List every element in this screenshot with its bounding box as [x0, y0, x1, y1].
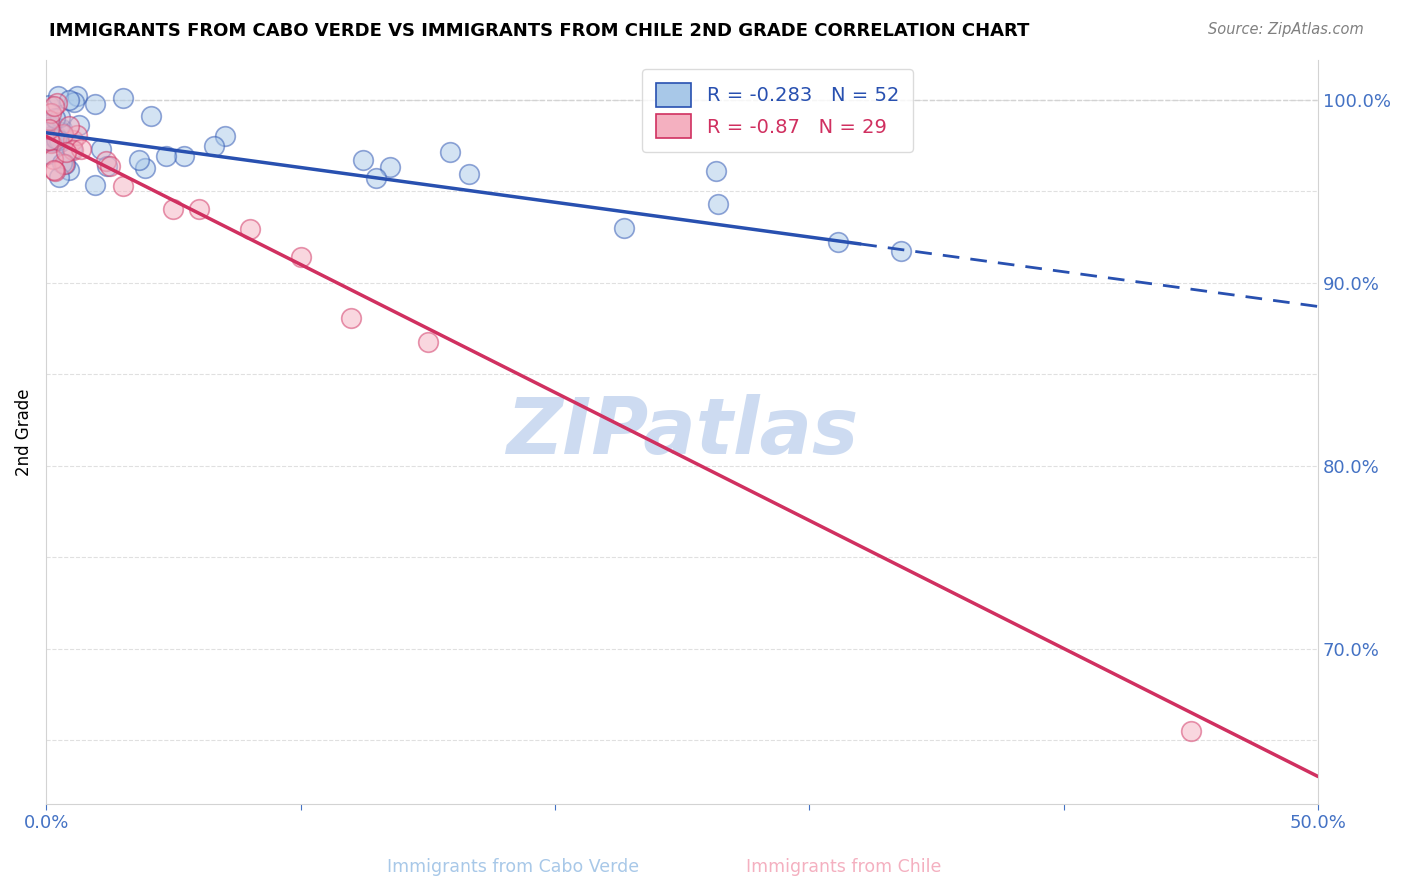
Point [84, 178, 107, 192]
Point [58, 93, 80, 107]
Point [39, 136, 62, 151]
Point [69, 143, 91, 157]
Legend: R = -0.283   N = 52, R = -0.87   N = 29: R = -0.283 N = 52, R = -0.87 N = 29 [643, 70, 912, 152]
Text: Source: ZipAtlas.com: Source: ZipAtlas.com [1208, 22, 1364, 37]
Point [62, 143, 84, 157]
Point [155, 149, 177, 163]
Point [42, 136, 65, 150]
Point [364, 171, 387, 186]
Text: ZIPatlas: ZIPatlas [506, 393, 858, 470]
Point [134, 161, 156, 176]
Point [41, 106, 63, 120]
Point [890, 244, 912, 259]
Point [290, 250, 312, 264]
Point [202, 139, 225, 153]
Point [45, 129, 67, 144]
Point [38, 97, 60, 112]
Text: Immigrants from Chile: Immigrants from Chile [747, 858, 941, 876]
Point [39, 119, 62, 133]
Point [38, 147, 60, 161]
Point [38, 120, 60, 134]
Point [128, 153, 150, 167]
Point [458, 168, 481, 182]
Point [44, 112, 66, 126]
Point [340, 310, 363, 325]
Point [1180, 723, 1202, 738]
Point [45, 131, 67, 145]
Point [58, 119, 80, 133]
Point [41, 129, 63, 144]
Point [162, 202, 184, 216]
Point [51, 125, 73, 139]
Point [38, 133, 60, 147]
Point [111, 91, 134, 105]
Point [214, 128, 236, 143]
Point [38, 117, 60, 131]
Point [48, 89, 70, 103]
Point [613, 220, 636, 235]
Point [96, 153, 118, 168]
Y-axis label: 2nd Grade: 2nd Grade [15, 388, 32, 475]
Point [42, 99, 65, 113]
Point [46, 95, 69, 110]
Point [187, 202, 209, 217]
Point [41, 134, 63, 148]
Point [98, 159, 121, 173]
Point [55, 145, 77, 159]
Point [38, 121, 60, 136]
Point [38, 133, 60, 147]
Point [416, 335, 439, 350]
Point [96, 159, 118, 173]
Point [44, 163, 66, 178]
Point [827, 235, 849, 250]
Point [39, 128, 62, 143]
Point [66, 89, 89, 103]
Point [378, 160, 401, 174]
Point [67, 119, 90, 133]
Point [173, 149, 195, 163]
Point [84, 96, 107, 111]
Point [63, 95, 86, 110]
Text: IMMIGRANTS FROM CABO VERDE VS IMMIGRANTS FROM CHILE 2ND GRADE CORRELATION CHART: IMMIGRANTS FROM CABO VERDE VS IMMIGRANTS… [49, 22, 1029, 40]
Point [111, 179, 134, 194]
Point [62, 133, 84, 147]
Point [42, 162, 65, 177]
Point [706, 197, 728, 211]
Point [704, 163, 727, 178]
Point [38, 113, 60, 128]
Point [41, 153, 63, 167]
Point [53, 156, 76, 170]
Point [66, 128, 89, 143]
Point [48, 169, 70, 184]
Point [139, 109, 162, 123]
Point [49, 135, 72, 149]
Point [352, 153, 374, 167]
Text: Immigrants from Cabo Verde: Immigrants from Cabo Verde [387, 858, 640, 876]
Point [48, 132, 70, 146]
Point [53, 157, 76, 171]
Point [90, 142, 112, 156]
Point [439, 145, 461, 159]
Point [49, 110, 72, 124]
Point [239, 222, 262, 236]
Point [49, 125, 72, 139]
Point [58, 163, 80, 178]
Point [51, 122, 73, 136]
Point [60, 142, 83, 156]
Point [46, 120, 69, 135]
Point [51, 156, 73, 170]
Point [52, 127, 75, 141]
